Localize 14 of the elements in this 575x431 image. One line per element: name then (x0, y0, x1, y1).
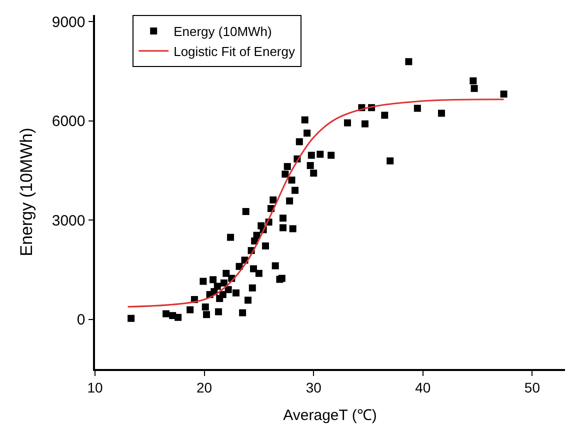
y-tick-label: 6000 (52, 113, 86, 130)
x-tick-label: 30 (306, 380, 322, 396)
y-tick-label: 0 (76, 312, 86, 329)
x-tick-label: 50 (524, 380, 540, 396)
y-tick-label: 9000 (52, 14, 86, 31)
x-axis-title: AverageT (℃) (283, 407, 377, 424)
x-tick-label: 10 (87, 380, 103, 396)
y-axis-title: Energy (10MWh) (16, 128, 36, 256)
y-tick-label: 3000 (52, 212, 86, 230)
x-tick-label: 20 (196, 380, 212, 396)
legend-label: Logistic Fit of Energy (174, 44, 296, 59)
line-series (127, 98, 505, 308)
legend-label: Energy (10MWh) (174, 24, 272, 40)
x-tick-label: 40 (415, 380, 431, 396)
